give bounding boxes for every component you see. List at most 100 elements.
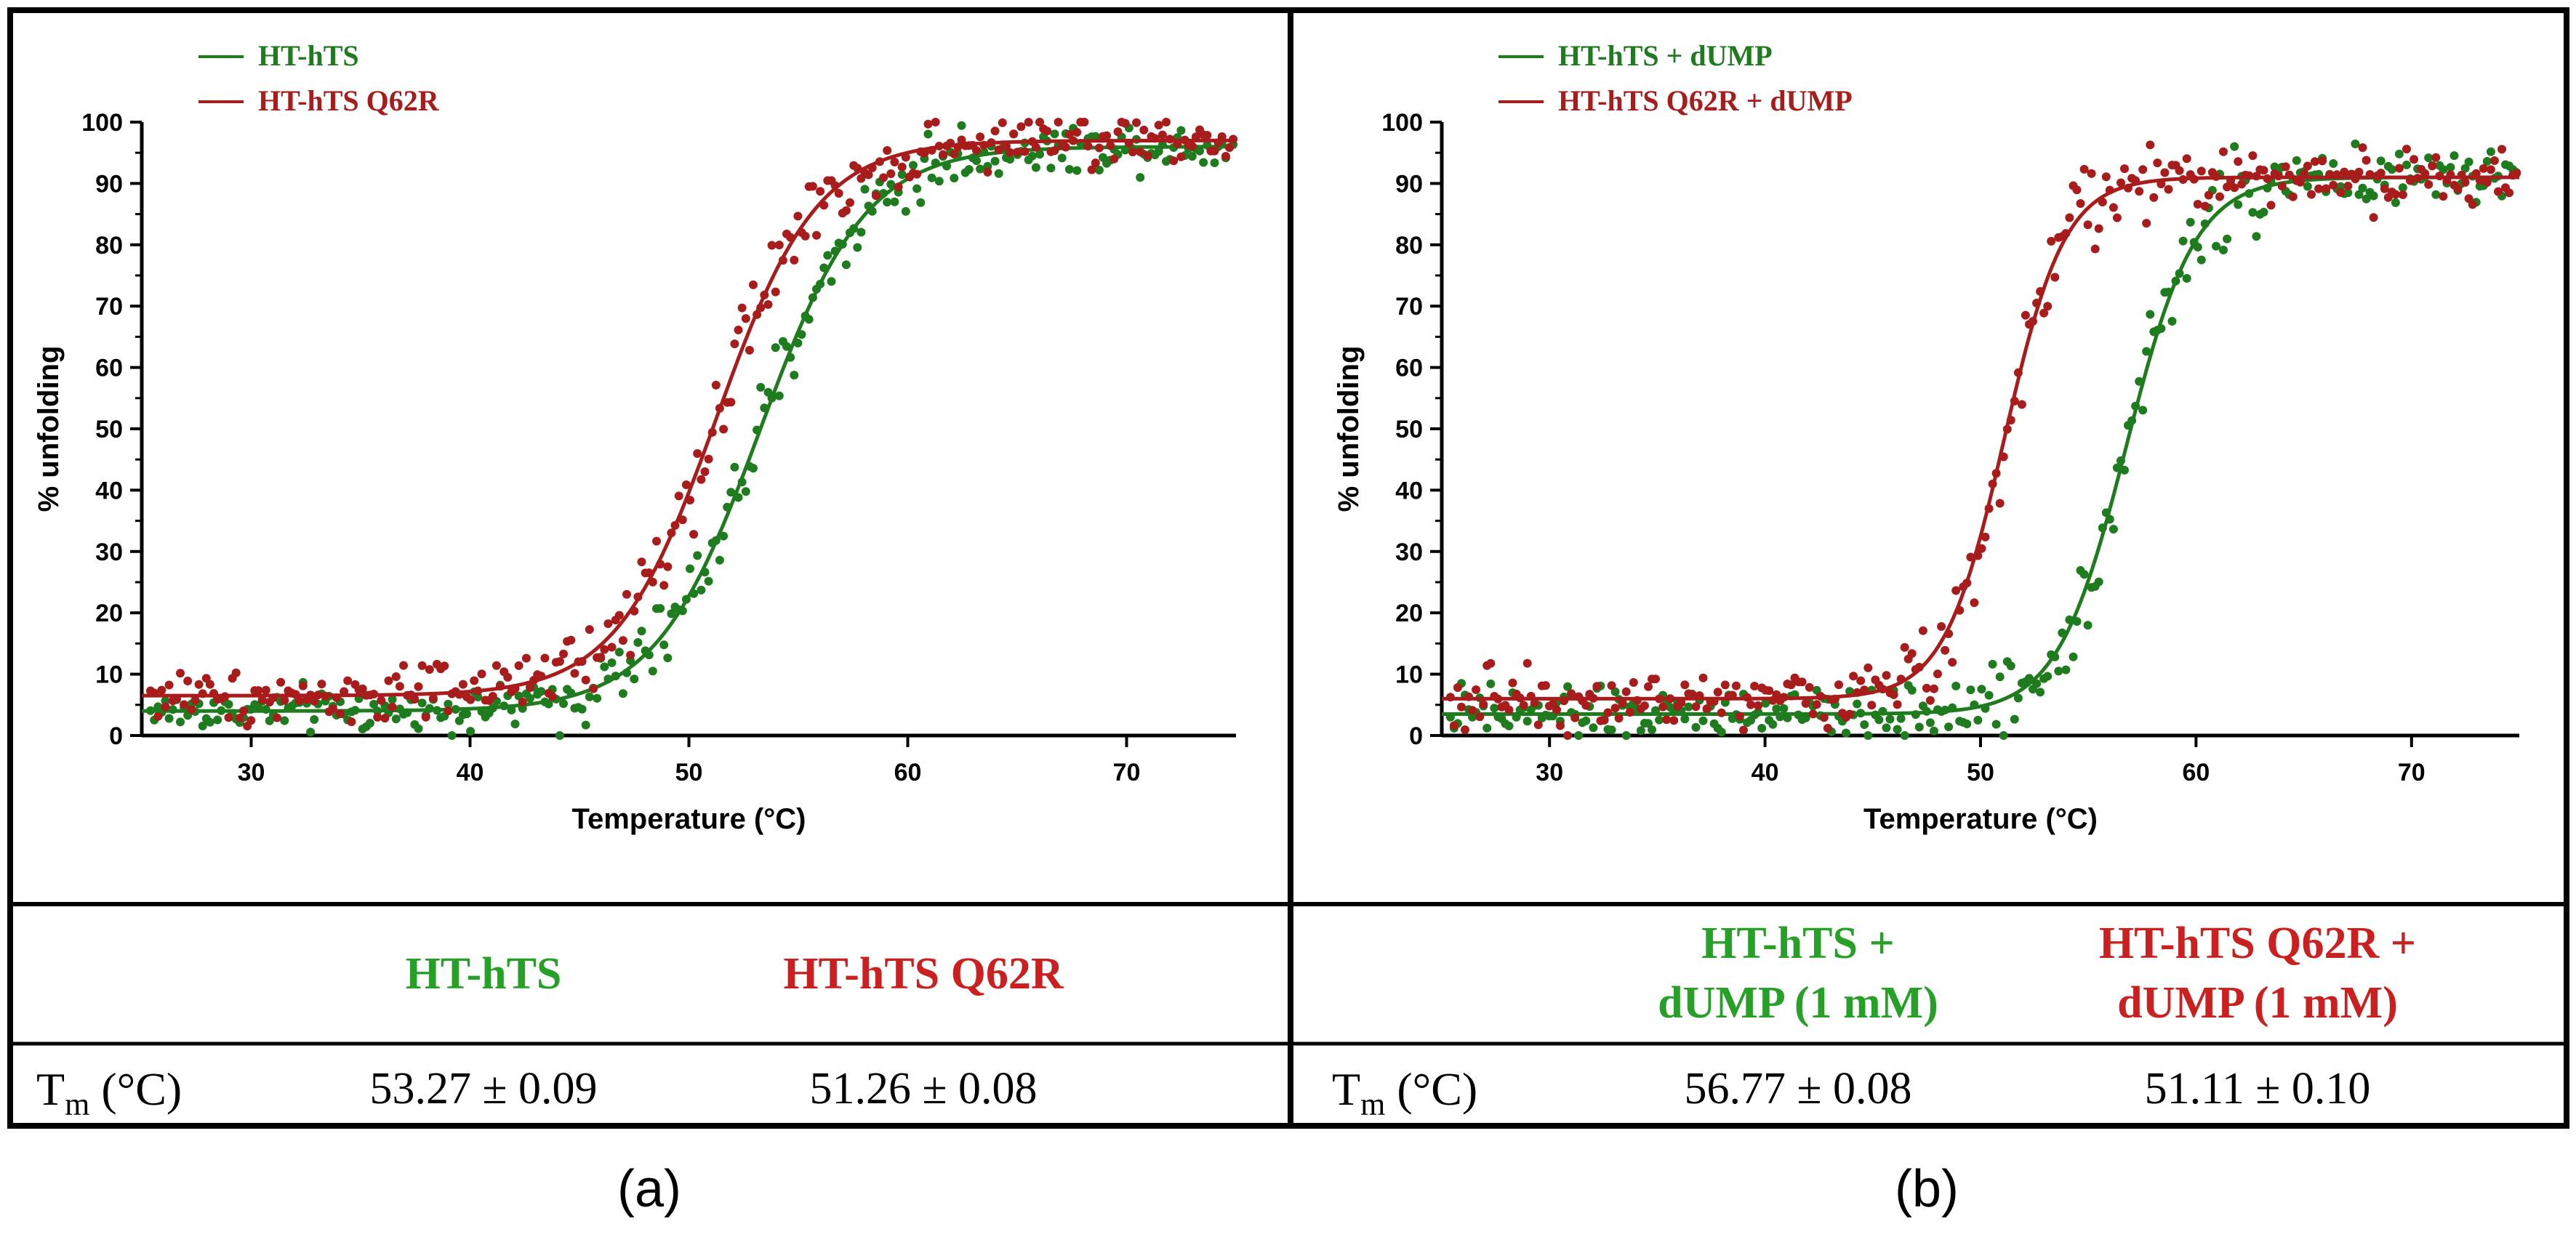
data-point [737,303,747,313]
data-point [1064,129,1074,139]
data-point [1031,163,1040,172]
y-axis-label: % unfolding [1333,346,1365,512]
data-point [343,676,353,685]
data-point [931,118,940,126]
data-point [2234,157,2243,166]
data-point [1567,689,1576,698]
legend-label: HT-hTS Q62R [258,84,440,117]
data-point [2362,194,2371,204]
fit-curve-green [142,145,1236,713]
panel-b: 0 10 20 30 40 50 60 70 80 90 100 30 40 50 60 70 Temperat… [1332,39,2521,1218]
data-point [157,685,166,695]
data-point [1176,152,1186,161]
data-point [1999,731,2008,740]
data-point [391,714,401,724]
data-point [2402,160,2411,169]
data-point [1106,141,1115,150]
data-point [700,467,710,476]
data-point [1581,701,1591,710]
data-point [1050,146,1059,156]
data-point [298,681,308,690]
table-column-header: HT-hTS Q62R [783,949,1064,999]
data-point [1951,681,1961,690]
data-point [1046,164,1056,173]
data-point [704,454,713,464]
data-point [1533,720,1543,730]
data-point [1508,678,1517,688]
data-point [1691,702,1701,712]
data-point [254,686,263,696]
x-axis-label: Temperature (°C) [572,803,806,835]
data-point [998,118,1007,127]
data-point [771,343,780,352]
y-tick-label: 90 [95,170,123,198]
data-point [1750,682,1760,690]
series-points-red [146,118,1238,730]
data-point [1930,726,1938,736]
data-point [1589,723,1598,733]
data-point [473,693,483,701]
data-point [804,315,814,324]
data-point [901,206,910,216]
y-tick-label: 40 [1395,477,1423,504]
data-point [239,706,248,715]
data-point [633,638,643,647]
data-point [1530,698,1539,708]
data-point [1966,685,1975,695]
data-point [622,589,631,599]
data-point [458,680,468,689]
data-point [1479,700,1488,709]
data-point [276,677,286,687]
data-point [648,666,657,676]
y-tick-label: 90 [1395,170,1423,198]
data-point [1680,714,1690,724]
data-point [816,187,825,196]
data-point [2120,164,2129,174]
data-point [261,685,270,695]
data-point [652,536,661,546]
data-point [972,156,981,166]
data-point [1621,731,1631,740]
data-point [1655,715,1664,725]
data-point [1713,688,1722,697]
data-point [916,198,926,207]
data-point [2090,244,2100,254]
data-point [1853,699,1862,709]
data-point [164,680,174,690]
data-point [860,185,870,194]
data-point [526,693,534,703]
x-tick-label: 70 [1113,759,1141,786]
data-point [2230,142,2239,151]
data-point [1882,723,1891,733]
data-point [1087,165,1096,174]
data-point [2164,185,2173,194]
data-point [2160,168,2170,177]
data-point [1603,708,1613,717]
data-point [1009,129,1019,139]
data-point [730,339,739,349]
data-point [990,126,1000,136]
data-point [2193,200,2202,209]
data-point [715,555,724,565]
data-point [190,696,200,705]
data-point [1110,154,1119,164]
data-point [2142,219,2151,228]
data-point [1717,728,1726,737]
x-tick-label: 30 [238,759,265,786]
data-point [614,648,624,657]
data-point [2043,302,2053,311]
data-point [310,715,319,724]
data-point [1644,682,1653,691]
x-tick-label: 60 [2182,759,2210,786]
data-point [2204,190,2213,200]
series-points-green [1445,140,2521,740]
data-point [1984,690,1994,700]
data-point [1874,715,1884,725]
data-point [510,720,520,729]
data-point [1937,622,1946,631]
data-point [1113,127,1123,137]
data-point [2489,156,2499,165]
data-point [2186,217,2195,227]
fit-curve-red [1442,175,2519,701]
data-point [2234,200,2243,209]
